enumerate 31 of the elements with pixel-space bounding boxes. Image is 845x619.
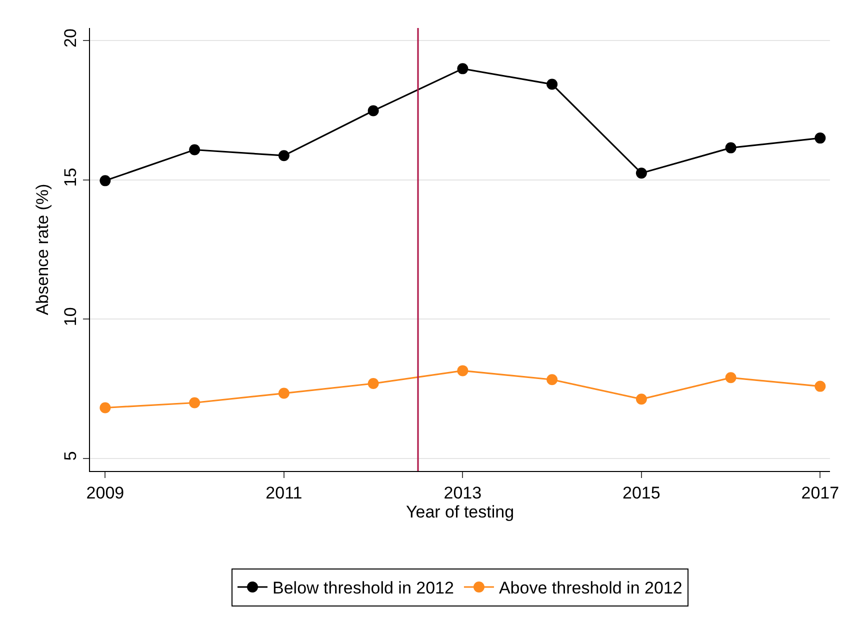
point	[546, 78, 558, 90]
point	[368, 378, 379, 390]
point	[636, 168, 647, 179]
point	[189, 144, 200, 156]
point	[457, 365, 468, 376]
point	[546, 374, 558, 386]
x-tick-label: 2009	[86, 483, 124, 502]
legend-label: Below threshold in 2012	[272, 578, 454, 598]
point	[725, 372, 736, 384]
y-tick-label: 10	[61, 307, 80, 326]
x-tick-label: 2017	[801, 483, 840, 502]
y-tick-label: 20	[61, 28, 80, 48]
point	[457, 63, 468, 74]
y-axis-title: Absence rate (%)	[32, 184, 52, 316]
point	[189, 397, 200, 408]
y-tick-label: 5	[61, 451, 80, 461]
point	[278, 388, 290, 399]
x-axis-title: Year of testing	[406, 502, 514, 522]
x-tick-label: 2013	[444, 483, 482, 502]
point	[100, 402, 111, 414]
legend-label: Above threshold in 2012	[498, 578, 682, 598]
x-tick-label: 2011	[266, 483, 302, 502]
point	[278, 150, 290, 162]
point	[100, 175, 111, 186]
point	[725, 142, 736, 154]
point	[636, 394, 647, 405]
point	[814, 132, 826, 144]
y-tick-label: 15	[61, 168, 80, 187]
point	[814, 380, 826, 392]
x-tick-label: 2015	[622, 483, 660, 502]
point	[368, 105, 379, 116]
